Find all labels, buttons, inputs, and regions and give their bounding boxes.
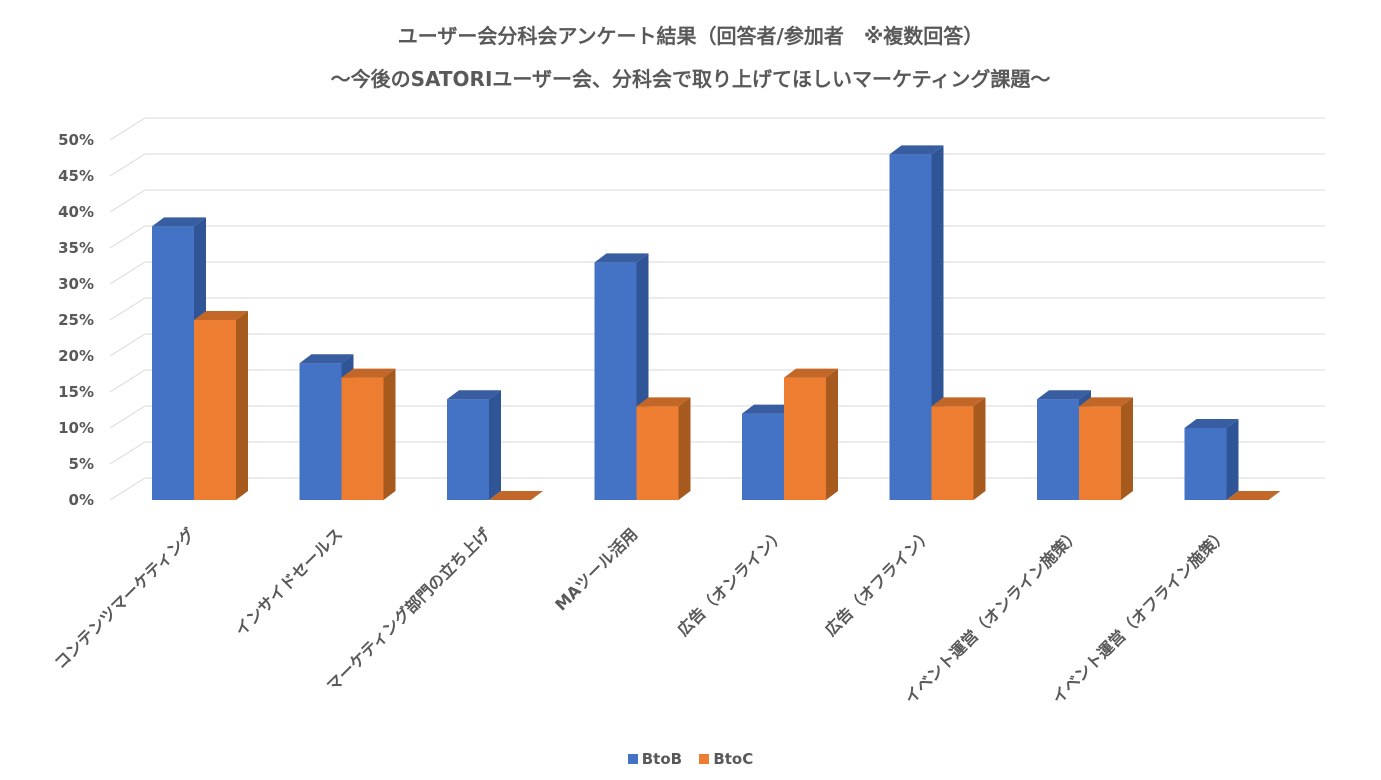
bar-top [1226, 491, 1281, 500]
y-tick-label: 5% [69, 455, 94, 473]
bar-btob [447, 390, 501, 500]
bar-front [594, 262, 637, 500]
bar-front [152, 226, 194, 500]
bar-side [383, 368, 396, 500]
x-tick-label: インサイドセールス [231, 524, 346, 639]
bar-top [489, 491, 543, 500]
y-tick-label: 10% [58, 419, 94, 437]
bar-side [1226, 419, 1239, 500]
bar-top [299, 354, 354, 364]
bar-top [194, 311, 248, 320]
bar-front [742, 413, 784, 500]
legend-item-btoc: BtoC [699, 750, 753, 768]
y-tick-label: 25% [58, 311, 94, 329]
bars [152, 145, 1281, 500]
bar-top [1184, 419, 1239, 428]
bar-top [784, 368, 838, 378]
bar-top [1037, 390, 1091, 400]
bar-front [1037, 399, 1079, 500]
bar-front [341, 377, 384, 500]
bar-front [784, 377, 826, 500]
y-tick-label: 20% [58, 347, 94, 365]
bar-top [447, 390, 501, 400]
bar-btob [594, 253, 649, 500]
bar-btoc [636, 397, 691, 500]
chart-title: ユーザー会分科会アンケート結果（回答者/参加者 ※複数回答） [397, 24, 984, 48]
bar-top [742, 404, 796, 414]
bar-front [299, 363, 342, 500]
y-tick-label: 15% [58, 383, 94, 401]
bar-btoc [194, 311, 248, 500]
bar-front [447, 399, 489, 500]
bar-top [889, 145, 944, 155]
x-tick-label: 広告（オンライン） [674, 524, 789, 639]
gridline-side [109, 441, 146, 465]
y-tick-label: 45% [58, 167, 94, 185]
legend-label-btoc: BtoC [713, 750, 754, 768]
bar-side [973, 397, 986, 500]
gridline-side [109, 369, 146, 393]
bar-front [194, 320, 236, 500]
bar-side [236, 311, 248, 500]
chart-plot-area: 0% 5% 10% 15% 20% 25% 30% 35% 40% 45% 50% コンテンツマーケテ… [51, 117, 1325, 708]
legend-label-btob: BtoB [641, 750, 683, 768]
bar-btob [1184, 419, 1239, 500]
gridline-side [109, 261, 146, 285]
gridlines [109, 117, 1325, 501]
gridline-side [109, 153, 146, 177]
gridline-side [109, 225, 146, 249]
y-tick-label: 40% [58, 203, 94, 221]
bar-btoc [1226, 491, 1281, 500]
bar-top [341, 368, 396, 378]
bar-front [889, 154, 932, 500]
x-tick-label: イベント運営（オフライン施策） [1048, 524, 1231, 707]
bar-top [594, 253, 649, 263]
x-tick-label: イベント運営（オンライン施策） [901, 524, 1084, 707]
gridline-side [109, 189, 146, 213]
x-tick-label: 広告（オフライン） [821, 524, 936, 639]
bar-front [931, 406, 974, 500]
bar-btoc [1079, 397, 1133, 500]
bar-side [489, 390, 501, 500]
bar-btoc [784, 368, 838, 500]
bar-side [826, 368, 838, 500]
x-tick-label: マーケティング部門の立ち上げ [323, 524, 495, 696]
bar-top [1079, 397, 1133, 407]
bar-top [152, 217, 206, 227]
bar-top [636, 397, 691, 407]
bar-btoc [341, 368, 396, 500]
x-tick-label: MAツール活用 [551, 524, 641, 614]
gridline-side [109, 297, 146, 321]
bar-front [1079, 406, 1121, 500]
y-tick-label: 30% [58, 275, 94, 293]
y-tick-label: 0% [69, 491, 94, 509]
gridline-side [109, 117, 146, 141]
gridline-side [109, 477, 146, 501]
bar-top [931, 397, 986, 407]
x-tick-label: コンテンツマーケティング [51, 524, 199, 672]
gridline-side [109, 333, 146, 357]
bar-side [678, 397, 691, 500]
y-tick-label: 50% [58, 131, 94, 149]
bar-side [1121, 397, 1133, 500]
legend-item-btob: BtoB [627, 750, 683, 768]
bar-front [1184, 428, 1227, 500]
bar-btoc [931, 397, 986, 500]
legend-swatch-btob [627, 753, 638, 764]
y-tick-label: 35% [58, 239, 94, 257]
gridline-side [109, 405, 146, 429]
legend-swatch-btoc [699, 753, 710, 764]
chart-subtitle: ～今後のSATORIユーザー会、分科会で取り上げてほしいマーケティング課題～ [330, 67, 1051, 91]
bar-btoc [489, 491, 543, 500]
chart-legend: BtoB BtoC [0, 750, 1381, 768]
bar-front [636, 406, 679, 500]
